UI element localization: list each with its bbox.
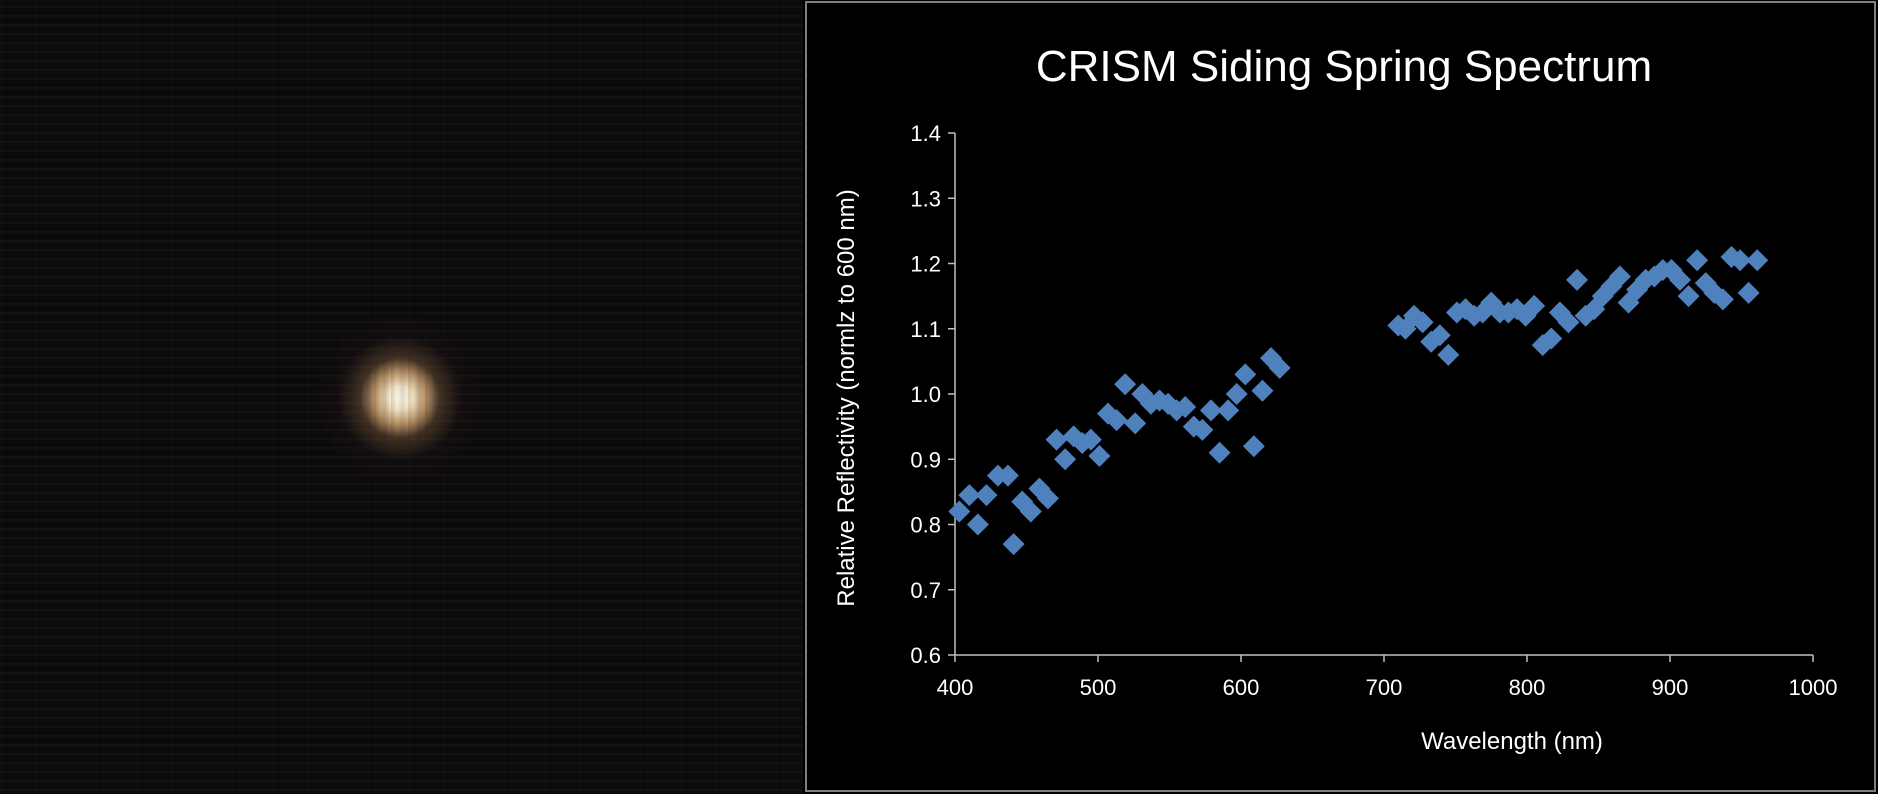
data-point xyxy=(1669,268,1692,291)
data-point xyxy=(966,513,989,536)
data-point xyxy=(1703,281,1726,304)
x-tick-label: 800 xyxy=(1509,675,1546,700)
data-point xyxy=(1463,304,1486,327)
x-tick-label: 900 xyxy=(1652,675,1689,700)
scatter-chart: CRISM Siding Spring Spectrum 0.60.70.80.… xyxy=(833,42,1837,755)
data-point xyxy=(1411,311,1434,334)
y-tick-label: 1.4 xyxy=(910,121,941,146)
data-point xyxy=(1557,311,1580,334)
y-tick-label: 1.0 xyxy=(910,382,941,407)
data-point xyxy=(1737,281,1760,304)
data-point xyxy=(1139,392,1162,415)
data-point xyxy=(1105,409,1128,432)
data-point xyxy=(1729,249,1752,272)
chart-panel: CRISM Siding Spring Spectrum 0.6 0.7 0.8 0.… xyxy=(805,1,1876,792)
y-axis-label: Relative Reflectivity (normlz to 600 nm) xyxy=(833,189,860,606)
data-point xyxy=(1711,288,1734,311)
data-point xyxy=(1079,428,1102,451)
data-point xyxy=(1242,435,1265,458)
data-point xyxy=(1054,448,1077,471)
data-point xyxy=(1165,399,1188,422)
data-point xyxy=(1746,249,1769,272)
chart-title: CRISM Siding Spring Spectrum xyxy=(1036,42,1652,91)
data-point xyxy=(1124,412,1147,435)
data-point xyxy=(996,464,1019,487)
y-tick-label: 1.2 xyxy=(910,252,941,277)
data-point xyxy=(1174,396,1197,419)
data-point xyxy=(1437,343,1460,366)
data-point xyxy=(1234,363,1257,386)
data-point xyxy=(1540,327,1563,350)
data-point xyxy=(1428,324,1451,347)
x-tick-label: 600 xyxy=(1223,675,1260,700)
data-point xyxy=(1225,383,1248,405)
y-tick-label: 0.8 xyxy=(910,513,941,538)
data-point xyxy=(1514,304,1537,327)
data-points xyxy=(948,245,1769,556)
x-tick-label: 1000 xyxy=(1789,675,1838,700)
data-point xyxy=(958,484,981,507)
y-tick-label: 0.9 xyxy=(910,447,941,472)
x-axis-label: Wavelength (nm) xyxy=(1421,728,1603,755)
y-tick-label: 0.7 xyxy=(910,578,941,603)
data-point xyxy=(1019,500,1042,523)
y-tick-label: 0.6 xyxy=(910,643,941,668)
data-point xyxy=(1045,428,1068,451)
data-point xyxy=(1208,441,1231,464)
y-tick-label: 1.1 xyxy=(910,317,941,342)
data-point xyxy=(1157,392,1180,415)
data-point xyxy=(975,484,998,507)
data-point xyxy=(1268,356,1291,379)
data-point xyxy=(1591,285,1614,308)
data-point xyxy=(1523,294,1546,317)
data-point xyxy=(1002,533,1025,556)
data-point xyxy=(1217,399,1240,422)
data-point xyxy=(1251,379,1274,402)
axes: 0.6 0.7 0.8 0.9 1.0 1.1 1.2 1.3 1.4 400 500 600 700 8… xyxy=(910,121,1837,700)
image-noise xyxy=(0,0,803,794)
x-tick-label: 400 xyxy=(937,675,974,700)
x-tick-label: 700 xyxy=(1366,675,1403,700)
data-point xyxy=(1260,347,1283,370)
data-point xyxy=(1191,418,1214,441)
x-tick-label: 500 xyxy=(1080,675,1117,700)
data-point xyxy=(1182,415,1205,438)
comet-image xyxy=(0,0,803,794)
data-point xyxy=(1566,268,1589,291)
data-point xyxy=(1686,249,1709,272)
data-point xyxy=(1088,444,1111,467)
y-tick-label: 1.3 xyxy=(910,186,941,211)
data-point xyxy=(1036,487,1059,510)
data-point xyxy=(1199,399,1222,422)
data-point xyxy=(1608,265,1631,288)
data-point xyxy=(948,500,971,523)
data-point xyxy=(1677,285,1700,308)
data-point xyxy=(1071,431,1094,454)
data-point xyxy=(1114,373,1137,396)
